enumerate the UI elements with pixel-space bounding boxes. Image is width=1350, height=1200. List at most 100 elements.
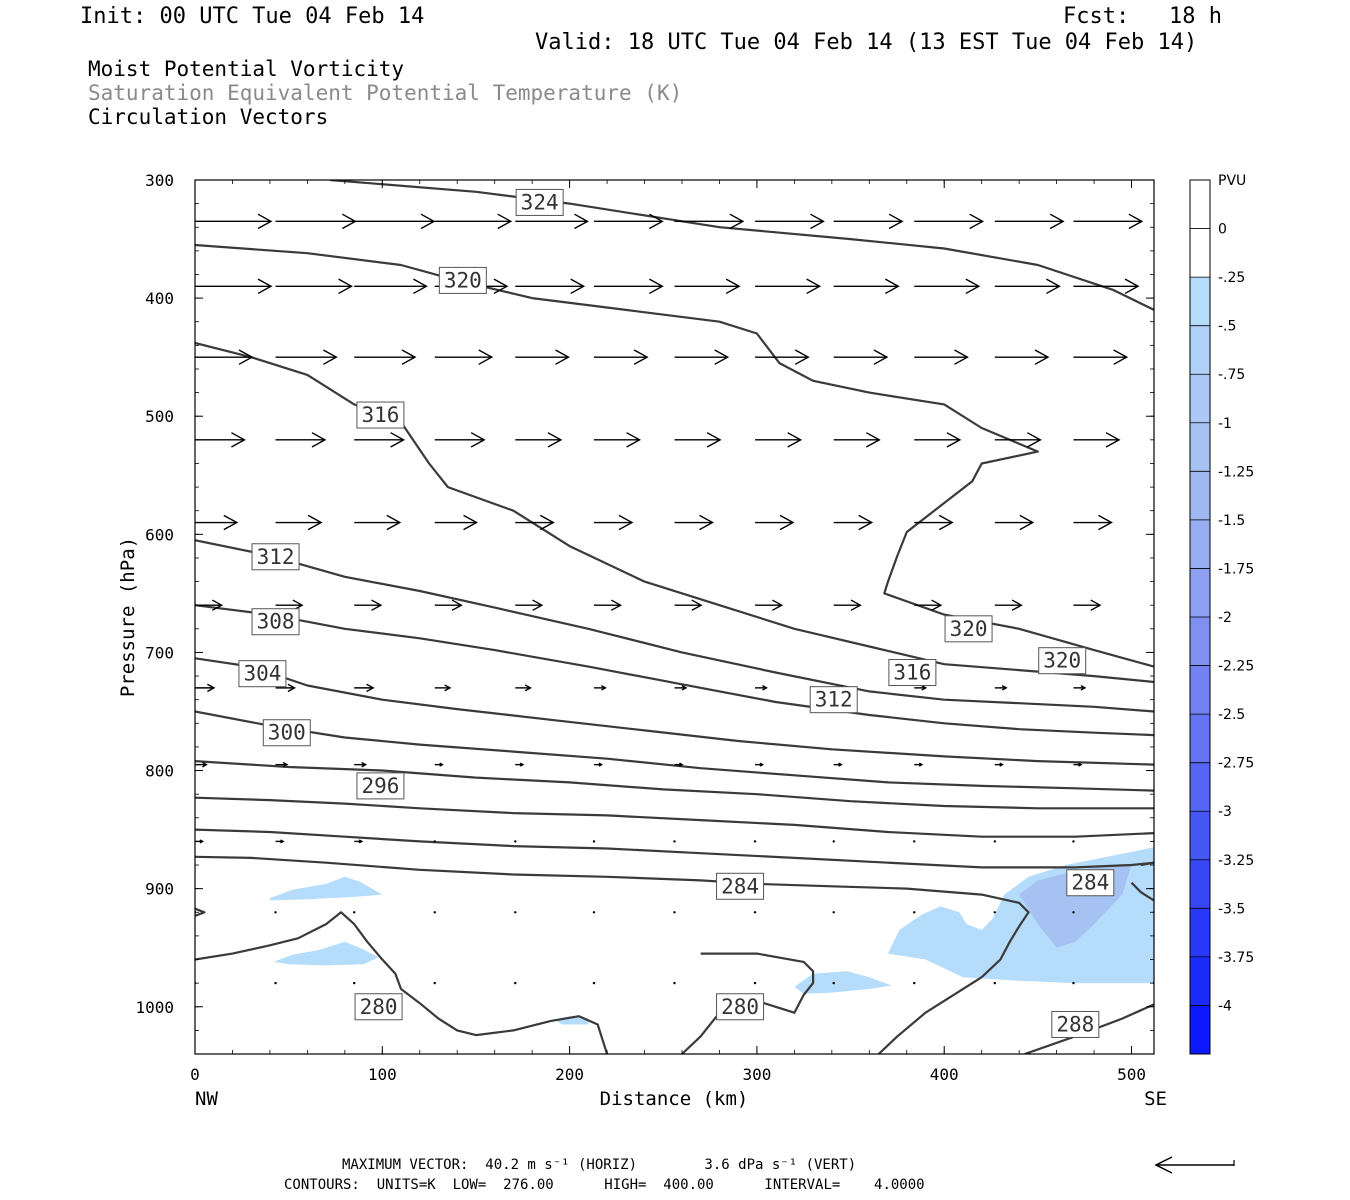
vector-head: [361, 761, 368, 768]
vector-head: [1011, 599, 1023, 611]
colorbar-label: -3.75: [1218, 950, 1254, 966]
colorbar-label: -3.5: [1218, 901, 1245, 917]
contour-288-9: [195, 828, 1154, 869]
vector-head: [706, 432, 722, 448]
vector-head: [1080, 685, 1087, 691]
vector-head: [1049, 213, 1065, 230]
vector-arrow: [755, 278, 822, 295]
vector-head: [1159, 763, 1162, 766]
vector-head: [539, 514, 555, 531]
vector-arrow: [592, 981, 596, 985]
vector-head: [358, 839, 364, 844]
contour-320-1: [195, 243, 1154, 668]
vector-dot: [673, 981, 676, 985]
colorbar-label: -1: [1218, 416, 1232, 432]
vector-dot: [514, 840, 517, 843]
vector-arrow: [592, 911, 596, 914]
vector-arrow: [354, 599, 383, 611]
vector-arrow: [913, 981, 916, 985]
vector-head: [199, 839, 205, 844]
vector-head: [439, 762, 444, 767]
vector-head: [921, 685, 928, 691]
colorbar-swatch: [1190, 471, 1210, 520]
colorbar-label: -.5: [1218, 319, 1236, 335]
colorbar-swatch: [1190, 325, 1210, 375]
vector-head: [850, 599, 862, 611]
vector-head: [570, 278, 586, 295]
contour-label: 316: [361, 403, 399, 427]
contour-label: 308: [257, 610, 295, 634]
vector-arrow: [434, 432, 486, 448]
vector-head: [610, 599, 623, 611]
vector-head: [532, 599, 544, 611]
vector-head: [626, 432, 642, 448]
vector-arrow: [993, 840, 996, 843]
vector-arrow: [593, 762, 604, 767]
contour-label: 288: [1056, 1012, 1094, 1036]
vector-arrow: [994, 349, 1050, 365]
contour-324-0: [329, 180, 1154, 311]
vector-arrow: [354, 432, 406, 448]
vector-dot: [514, 981, 517, 985]
vector-head: [1090, 599, 1102, 611]
vector-head: [1124, 278, 1140, 295]
vector-head: [759, 762, 765, 767]
vector-dot: [832, 981, 835, 985]
colorbar-label: -.25: [1218, 270, 1245, 286]
contour-label: 320: [950, 617, 988, 641]
vector-dot: [1072, 840, 1075, 843]
vector-arrow: [755, 762, 765, 767]
vector-arrow: [994, 762, 1004, 767]
colorbar-label: -2.5: [1218, 707, 1245, 723]
vector-head: [806, 278, 822, 295]
vector-head: [257, 213, 273, 230]
colorbar-swatch: [1190, 714, 1210, 763]
vector-arrow: [755, 432, 803, 448]
y-axis-label: Pressure (hPa): [117, 537, 139, 697]
vector-dot: [913, 840, 916, 843]
vector-head: [547, 432, 563, 448]
vector-arrow: [593, 349, 649, 365]
vector-head: [386, 514, 402, 531]
vector-arrow: [515, 762, 525, 767]
vector-head: [282, 761, 289, 768]
contour-label-box: [515, 188, 564, 216]
vector-arrow: [195, 683, 216, 693]
contour-label-box: [356, 401, 405, 429]
x-tick-label: 300: [742, 1065, 771, 1084]
vector-arrow: [275, 432, 327, 448]
contour-296-7: [195, 760, 1154, 810]
y-tick-label: 300: [145, 171, 174, 190]
mpv-region-0: [269, 876, 383, 901]
contour-label-box: [238, 660, 287, 688]
vector-arrow: [832, 911, 835, 914]
colorbar-label: -1.5: [1218, 513, 1245, 529]
contour-label-box: [809, 686, 858, 714]
vector-head: [679, 762, 684, 767]
field-title-vectors: Circulation Vectors: [88, 105, 329, 129]
vector-head: [420, 213, 436, 230]
contour-308-4: [195, 604, 1154, 737]
vector-arrow: [354, 761, 368, 768]
vector-arrow: [674, 762, 684, 767]
vector-head: [1027, 432, 1042, 448]
vector-arrow: [1072, 911, 1075, 914]
vector-arrow: [1073, 278, 1140, 295]
vector-head: [413, 278, 428, 295]
colorbar-swatch: [1190, 228, 1210, 278]
contour-label: 312: [257, 545, 295, 569]
vector-arrow: [195, 213, 273, 230]
contour-label-box: [716, 993, 765, 1021]
vector-head: [211, 599, 224, 611]
vector-head: [1034, 349, 1050, 365]
contour-labels: 324 320 320 320 316 316 312 312 308 304 300 296 284 2…: [238, 188, 1115, 1038]
y-tick-label: 1000: [135, 998, 174, 1017]
colorbar-swatch: [1190, 956, 1210, 1006]
vector-head: [238, 349, 254, 365]
vector-arrow: [593, 432, 642, 448]
vector-head: [1105, 432, 1121, 448]
colorbar-swatch: [1190, 422, 1210, 472]
colorbar-label: -1.25: [1218, 464, 1254, 480]
vector-arrow: [673, 981, 676, 985]
theta-es-contours: [195, 180, 1154, 1054]
